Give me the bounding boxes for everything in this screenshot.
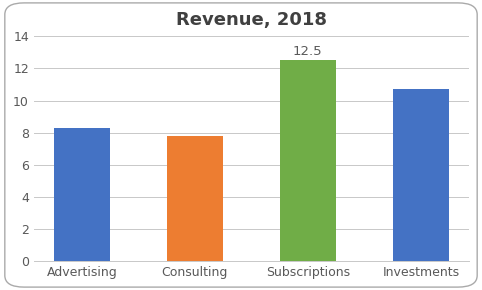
Bar — [167, 136, 223, 261]
Bar — [54, 128, 110, 261]
Bar — [280, 60, 336, 261]
Bar — [392, 89, 449, 261]
Text: 12.5: 12.5 — [293, 45, 322, 57]
Title: Revenue, 2018: Revenue, 2018 — [176, 11, 327, 29]
